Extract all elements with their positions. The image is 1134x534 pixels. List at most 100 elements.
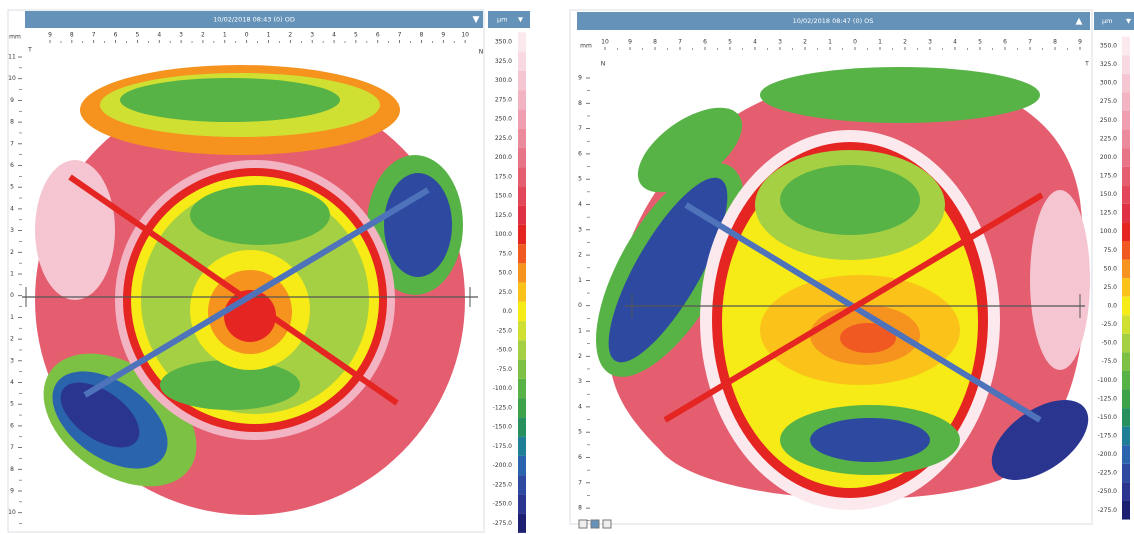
scale-label: -175.0	[1098, 432, 1118, 439]
scale-label: 325.0	[1100, 61, 1117, 68]
scale-label: -75.0	[496, 366, 512, 373]
x-tick-label: 6	[376, 32, 380, 39]
x-tick-label: 2	[903, 39, 907, 46]
y-tick-label: 7	[10, 140, 14, 147]
scale-label: -125.0	[1098, 395, 1118, 402]
scale-label: -250.0	[1098, 488, 1118, 495]
corner-label: T	[1084, 61, 1089, 68]
left-header-bar[interactable]	[25, 11, 483, 28]
scale-label: 350.0	[495, 39, 512, 46]
unit-toggle[interactable]: ▼	[518, 16, 523, 24]
y-tick-label: 3	[578, 226, 582, 233]
y-tick-label: 4	[578, 201, 582, 208]
scale-swatch	[1122, 408, 1130, 427]
scale-label: -100.0	[1098, 377, 1118, 384]
scale-label: 125.0	[1100, 210, 1117, 217]
scale-label: 25.0	[1104, 284, 1118, 291]
x-tick-label: 3	[778, 39, 782, 46]
scale-swatch	[1122, 352, 1130, 371]
scale-swatch	[518, 494, 526, 514]
corner-label: N	[601, 61, 606, 68]
corner-label: N	[479, 49, 484, 56]
scale-swatch	[1122, 389, 1130, 409]
right-header-bar[interactable]	[577, 12, 1090, 30]
x-tick-label: 5	[135, 32, 139, 39]
scale-label: 225.0	[495, 135, 512, 142]
y-tick-label: 7	[578, 479, 582, 486]
y-tick-label: 7	[578, 125, 582, 132]
scale-label: 325.0	[495, 58, 512, 65]
scale-label: 75.0	[1104, 247, 1118, 254]
unit-toggle[interactable]: ▼	[1126, 17, 1131, 25]
scale-swatch	[1122, 73, 1130, 93]
y-tick-label: 6	[578, 454, 582, 461]
x-tick-label: 9	[628, 39, 632, 46]
y-tick-label: 1	[10, 271, 14, 278]
scale-label: -200.0	[493, 462, 513, 469]
y-tick-label: 1	[10, 314, 14, 321]
x-tick-label: 3	[179, 32, 183, 39]
y-tick-label: 2	[578, 353, 582, 360]
x-tick-label: 7	[92, 32, 96, 39]
scale-label: -125.0	[493, 404, 513, 411]
scale-swatch	[1122, 463, 1130, 483]
y-tick-label: 8	[578, 505, 582, 512]
scale-swatch	[1122, 36, 1130, 56]
mm-label: mm	[580, 43, 592, 50]
x-tick-label: 2	[803, 39, 807, 46]
y-tick-label: 3	[578, 378, 582, 385]
x-tick-label: 8	[1053, 39, 1057, 46]
x-tick-label: 4	[332, 32, 336, 39]
y-tick-label: 5	[578, 176, 582, 183]
x-tick-label: 5	[728, 39, 732, 46]
y-tick-label: 8	[10, 466, 14, 473]
scale-label: 150.0	[495, 193, 512, 200]
y-tick-label: 10	[8, 75, 16, 82]
scale-swatch	[518, 455, 526, 476]
x-tick-label: 5	[354, 32, 358, 39]
y-tick-label: 2	[10, 249, 14, 256]
header-toggle[interactable]: ▲	[1076, 17, 1083, 27]
scale-swatch	[518, 321, 526, 341]
x-tick-label: 2	[288, 32, 292, 39]
x-tick-label: 3	[928, 39, 932, 46]
x-tick-label: 9	[1078, 39, 1082, 46]
scale-swatch	[518, 32, 526, 52]
scale-swatch	[518, 436, 526, 456]
scale-label: -100.0	[493, 385, 513, 392]
y-tick-label: 6	[578, 150, 582, 157]
scale-label: -50.0	[1101, 340, 1117, 347]
x-tick-label: 3	[310, 32, 314, 39]
x-tick-label: 2	[201, 32, 205, 39]
right-frame	[569, 9, 1093, 525]
scale-swatch	[1122, 445, 1130, 464]
y-tick-label: 2	[10, 336, 14, 343]
scale-swatch	[518, 301, 526, 322]
y-tick-label: 6	[10, 422, 14, 429]
mm-label: mm	[9, 34, 21, 41]
right-map	[596, 67, 1090, 510]
y-tick-label: 4	[10, 205, 14, 212]
scale-label: 75.0	[499, 250, 513, 257]
scale-label: 175.0	[495, 173, 512, 180]
scale-label: 275.0	[495, 96, 512, 103]
x-tick-label: 0	[245, 32, 249, 39]
scale-swatch	[518, 378, 526, 399]
scale-swatch	[1122, 166, 1130, 186]
scale-label: 275.0	[1100, 98, 1117, 105]
left-unit-bar[interactable]	[488, 11, 530, 28]
scale-label: -225.0	[493, 481, 513, 488]
right-unit-bar[interactable]	[1094, 12, 1134, 30]
x-tick-label: 1	[267, 32, 271, 39]
scale-swatch	[518, 398, 526, 418]
x-tick-label: 10	[601, 39, 609, 46]
scale-label: 175.0	[1100, 172, 1117, 179]
scale-swatch	[1122, 500, 1130, 520]
y-tick-label: 1	[578, 328, 582, 335]
header-toggle[interactable]: ▼	[473, 15, 480, 25]
y-tick-label: 4	[10, 379, 14, 386]
view-buttons[interactable]	[578, 519, 612, 529]
x-tick-label: 4	[753, 39, 757, 46]
scale-label: -25.0	[1101, 321, 1117, 328]
